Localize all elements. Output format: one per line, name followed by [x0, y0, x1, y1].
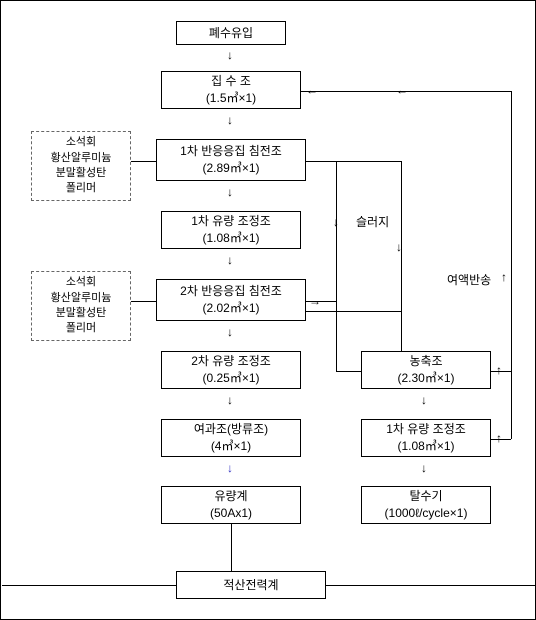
node-conc-sub: (2.30㎥×1)	[397, 370, 454, 387]
arrow-down: ↓	[227, 326, 233, 338]
node-chem2: 소석회 황산알루미늄 분말활성탄 폴리머	[31, 271, 131, 341]
connector	[231, 524, 232, 571]
chem2-line: 황산알루미늄	[51, 291, 112, 306]
node-filter-title: 여과조(방류조)	[194, 421, 268, 438]
node-dewater-title: 탈수기	[409, 488, 442, 505]
node-power-title: 적산전력계	[223, 577, 278, 594]
arrow-down: ↓	[227, 186, 233, 198]
connector	[336, 371, 361, 372]
node-power: 적산전력계	[176, 571, 326, 599]
chem2-line: 폴리머	[66, 321, 96, 336]
node-chem1: 소석회 황산알루미늄 분말활성탄 폴리머	[31, 131, 131, 201]
arrow-up: ↑	[496, 432, 502, 444]
connector	[2, 585, 176, 586]
node-filter: 여과조(방류조) (4㎥×1)	[161, 419, 301, 457]
node-conc: 농축조 (2.30㎥×1)	[361, 351, 491, 389]
node-flow2: 2차 유량 조정조 (0.25㎥×1)	[161, 351, 301, 389]
arrow-down: ↓	[227, 49, 233, 61]
chem2-line: 소석회	[66, 275, 96, 290]
arrow-down-blue: ↓	[227, 462, 233, 474]
arrow-left: ←	[396, 84, 408, 96]
arrow-down: ↓	[421, 462, 427, 474]
arrow-down: ↓	[227, 114, 233, 126]
arrow-up: ↑	[496, 364, 502, 376]
node-flow2-sub: (0.25㎥×1)	[202, 370, 259, 387]
node-tank1-title: 집 수 조	[211, 73, 251, 90]
connector	[131, 301, 156, 302]
connector	[306, 161, 336, 162]
node-react1: 1차 반응응집 침전조 (2.89㎥×1)	[156, 139, 306, 181]
arrow-down: ↓	[227, 394, 233, 406]
node-flow1: 1차 유량 조정조 (1.08㎥×1)	[161, 211, 301, 249]
node-filter-sub: (4㎥×1)	[211, 438, 251, 455]
node-react1-sub: (2.89㎥×1)	[202, 160, 259, 177]
label-sludge: 슬러지	[356, 213, 389, 230]
arrow-right: →	[309, 295, 321, 307]
node-meter-sub: (50Ax1)	[210, 505, 252, 522]
node-inflow: 폐수유입	[176, 21, 286, 45]
node-meter: 유량계 (50Ax1)	[161, 486, 301, 524]
node-react2-sub: (2.02㎥×1)	[202, 300, 259, 317]
node-flow1b: 1차 유량 조정조 (1.08㎥×1)	[361, 419, 491, 457]
arrow-left: ←	[306, 84, 318, 96]
node-react2: 2차 반응응집 침전조 (2.02㎥×1)	[156, 279, 306, 321]
node-dewater-sub: (1000ℓ/cycle×1)	[385, 505, 468, 522]
node-react2-title: 2차 반응응집 침전조	[180, 283, 282, 300]
arrow-down: ↓	[227, 254, 233, 266]
connector	[401, 161, 402, 351]
connector	[131, 161, 156, 162]
node-flow2-title: 2차 유량 조정조	[191, 353, 271, 370]
label-filtrate: 여액반송	[447, 271, 491, 288]
connector	[336, 161, 401, 162]
chem1-line: 황산알루미늄	[51, 151, 112, 166]
node-flow1b-sub: (1.08㎥×1)	[397, 438, 454, 455]
chem1-line: 폴리머	[66, 181, 96, 196]
chem1-line: 소석회	[66, 135, 96, 150]
node-tank1: 집 수 조 (1.5㎥×1)	[161, 71, 301, 109]
node-meter-title: 유량계	[214, 488, 247, 505]
arrow-down: ↓	[333, 216, 339, 228]
arrow-up: ↑	[501, 271, 507, 283]
connector	[336, 161, 337, 371]
node-conc-title: 농축조	[409, 353, 442, 370]
node-dewater: 탈수기 (1000ℓ/cycle×1)	[361, 486, 491, 524]
connector	[306, 311, 401, 312]
arrow-down: ↓	[421, 394, 427, 406]
chem2-line: 분말활성탄	[56, 306, 107, 321]
chem1-line: 분말활성탄	[56, 166, 107, 181]
connector	[326, 585, 535, 586]
node-react1-title: 1차 반응응집 침전조	[180, 143, 282, 160]
node-flow1b-title: 1차 유량 조정조	[386, 421, 466, 438]
node-flow1-sub: (1.08㎥×1)	[202, 230, 259, 247]
node-tank1-sub: (1.5㎥×1)	[206, 90, 256, 107]
node-inflow-title: 폐수유입	[209, 25, 253, 42]
node-flow1-title: 1차 유량 조정조	[191, 213, 271, 230]
connector	[511, 91, 512, 439]
